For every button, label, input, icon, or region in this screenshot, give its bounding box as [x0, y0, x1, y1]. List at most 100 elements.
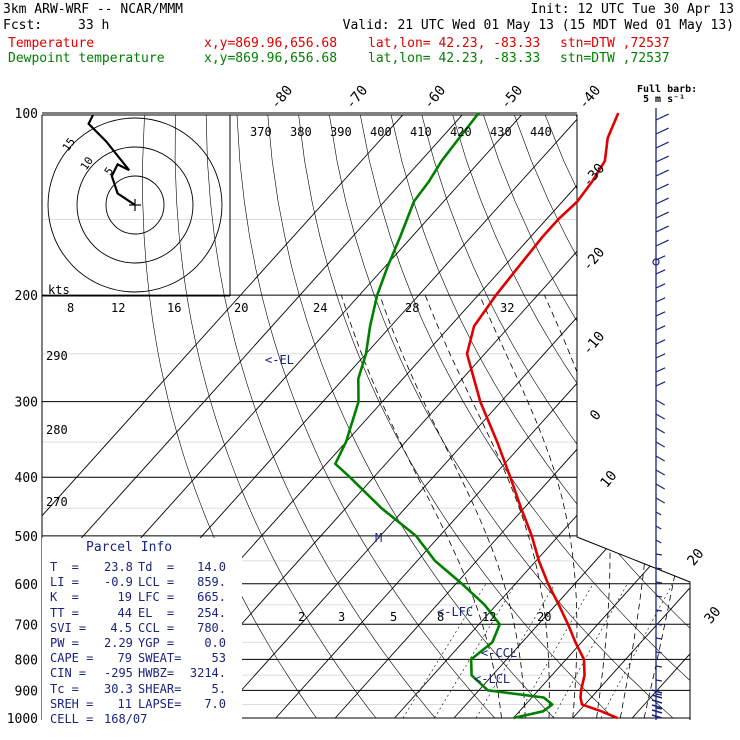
wind-barb	[651, 694, 663, 699]
parcel-info-row: Tc = 30.3 SHEAR= 5.	[42, 682, 242, 697]
parcel-info-cell: HWBZ=	[138, 666, 175, 681]
theta-label: 400	[370, 125, 392, 139]
wind-barb	[655, 113, 669, 121]
dry-adiabat	[698, 113, 740, 718]
isobar-label: 300	[15, 396, 38, 411]
wind-barb	[655, 455, 665, 462]
barb-legend-title: Full barb:	[637, 84, 698, 95]
parcel-info-cell: 7.0	[204, 696, 226, 711]
dry-adiabat	[482, 115, 690, 719]
isotherm-label: -60	[421, 83, 450, 113]
isotherm-line	[42, 115, 405, 719]
moist-adiabat	[341, 294, 502, 719]
parcel-info-cell: 254.	[197, 605, 226, 620]
parcel-info-row: PW = 2.29 YGP = 0.0	[42, 636, 242, 651]
parcel-info-cell: SVI =	[50, 620, 87, 635]
parcel-marker-label: M	[375, 531, 382, 545]
hodograph-ring	[76, 146, 194, 264]
barb-legend-units: 5 m s⁻¹	[643, 94, 686, 105]
parcel-info-row: CIN = -295 HWBZ= 3214.	[42, 666, 242, 681]
wind-barb	[655, 353, 666, 359]
parcel-info-cell: 53	[211, 651, 226, 666]
dry-adiabat	[236, 115, 495, 719]
parcel-info-cell: 11	[117, 696, 132, 711]
parcel-info-cell: 665.	[197, 590, 226, 605]
legend-temperature: Temperature	[8, 36, 95, 51]
dewpoint-xy: x,y=869.96,656.68	[204, 51, 338, 66]
wind-barb	[655, 693, 663, 696]
parcel-info-cell: LCL =	[138, 575, 175, 590]
theta-label: 440	[530, 125, 552, 139]
isotherm-label: -70	[343, 83, 372, 113]
legend-dewpoint: Dewpoint temperature	[8, 51, 165, 66]
parcel-info-panel: Parcel Info T = 23.8 Td = 14.0 LI = -0.9 LCL =…	[42, 538, 242, 726]
isotherm-label: 10	[597, 468, 620, 491]
hodograph-ring	[105, 175, 165, 235]
forecast-label: Fcst:	[3, 18, 43, 33]
wind-barb	[655, 567, 663, 570]
wind-barb	[655, 665, 663, 668]
parcel-info-cell: 3214.	[189, 666, 226, 681]
parcel-info-cell: EL =	[138, 605, 175, 620]
wind-barb	[655, 637, 663, 640]
wetbulb-label: 24	[313, 301, 327, 315]
isotherm-line	[572, 115, 690, 719]
moist-adiabat	[379, 294, 526, 719]
theta-label: 380	[290, 125, 312, 139]
hodograph-ring-label: 5	[102, 165, 116, 178]
moist-adiabat	[643, 295, 690, 719]
wind-barb	[655, 553, 663, 556]
isotherm-label: -50	[498, 83, 527, 113]
parcel-info-cell: 79	[117, 651, 132, 666]
dry-adiabat	[636, 115, 690, 719]
mixing-ratio-label: 8	[437, 610, 444, 624]
parcel-info-cell: SWEAT=	[138, 651, 182, 666]
wind-barb	[655, 283, 666, 289]
mixing-ratio-label: 5	[390, 610, 397, 624]
wetbulb-label: 20	[234, 301, 248, 315]
theta-label: 290	[46, 349, 68, 363]
parcel-info-cell: LI =	[50, 575, 79, 590]
parcel-info-cell: -0.9	[104, 575, 133, 590]
hodograph-ring	[47, 117, 223, 293]
isobar-label: 1000	[7, 712, 38, 727]
temperature-latlon: lat,lon= 42.23, -83.33	[368, 36, 541, 51]
wind-barb	[655, 539, 662, 544]
wind-barb	[655, 367, 666, 373]
wind-barb	[655, 427, 665, 434]
parcel-info-cell: Td =	[138, 560, 175, 574]
wind-barb	[655, 339, 666, 345]
wind-barb	[655, 197, 669, 205]
parcel-info-cell: 14.0	[197, 560, 226, 574]
mixing-ratio-label: 2	[298, 610, 305, 624]
wind-barb	[655, 609, 663, 612]
parcel-info-row: CAPE = 79 SWEAT= 53	[42, 651, 242, 666]
wind-barb	[655, 169, 669, 177]
mixing-ratio-line	[475, 583, 556, 719]
temperature-xy: x,y=869.96,656.68	[204, 36, 338, 51]
parcel-info-cell: 859.	[197, 575, 226, 590]
wind-barb	[655, 511, 662, 516]
dewpoint-latlon: lat,lon= 42.23, -83.33	[368, 51, 541, 66]
hodograph	[42, 115, 231, 297]
parcel-info-cell: LAPSE=	[138, 696, 182, 711]
dry-adiabat	[729, 113, 740, 718]
parcel-info-cell: 44	[117, 605, 132, 620]
parcel-info-cell: 19	[117, 590, 132, 605]
isotherm-line	[692, 113, 740, 718]
isobar-label: 100	[15, 107, 38, 122]
wind-barb	[655, 269, 666, 275]
wind-barb	[655, 183, 669, 191]
parcel-info-cell: 168/07	[104, 712, 148, 726]
parcel-info-cell: SREH =	[50, 696, 94, 711]
isotherm-label: 0	[587, 407, 605, 424]
isotherm-label: -30	[580, 161, 609, 191]
isotherm-label: 20	[684, 546, 707, 569]
wind-barb	[651, 689, 663, 694]
sounding-traces	[334, 112, 620, 720]
parcel-info-cell: 30.3	[104, 681, 133, 696]
mixing-ratio-label: 3	[338, 610, 345, 624]
mixing-ratio-line	[402, 583, 487, 719]
dewpoint-station: stn=DTW ,72537	[560, 51, 670, 66]
temperature-station: stn=DTW ,72537	[560, 36, 670, 51]
